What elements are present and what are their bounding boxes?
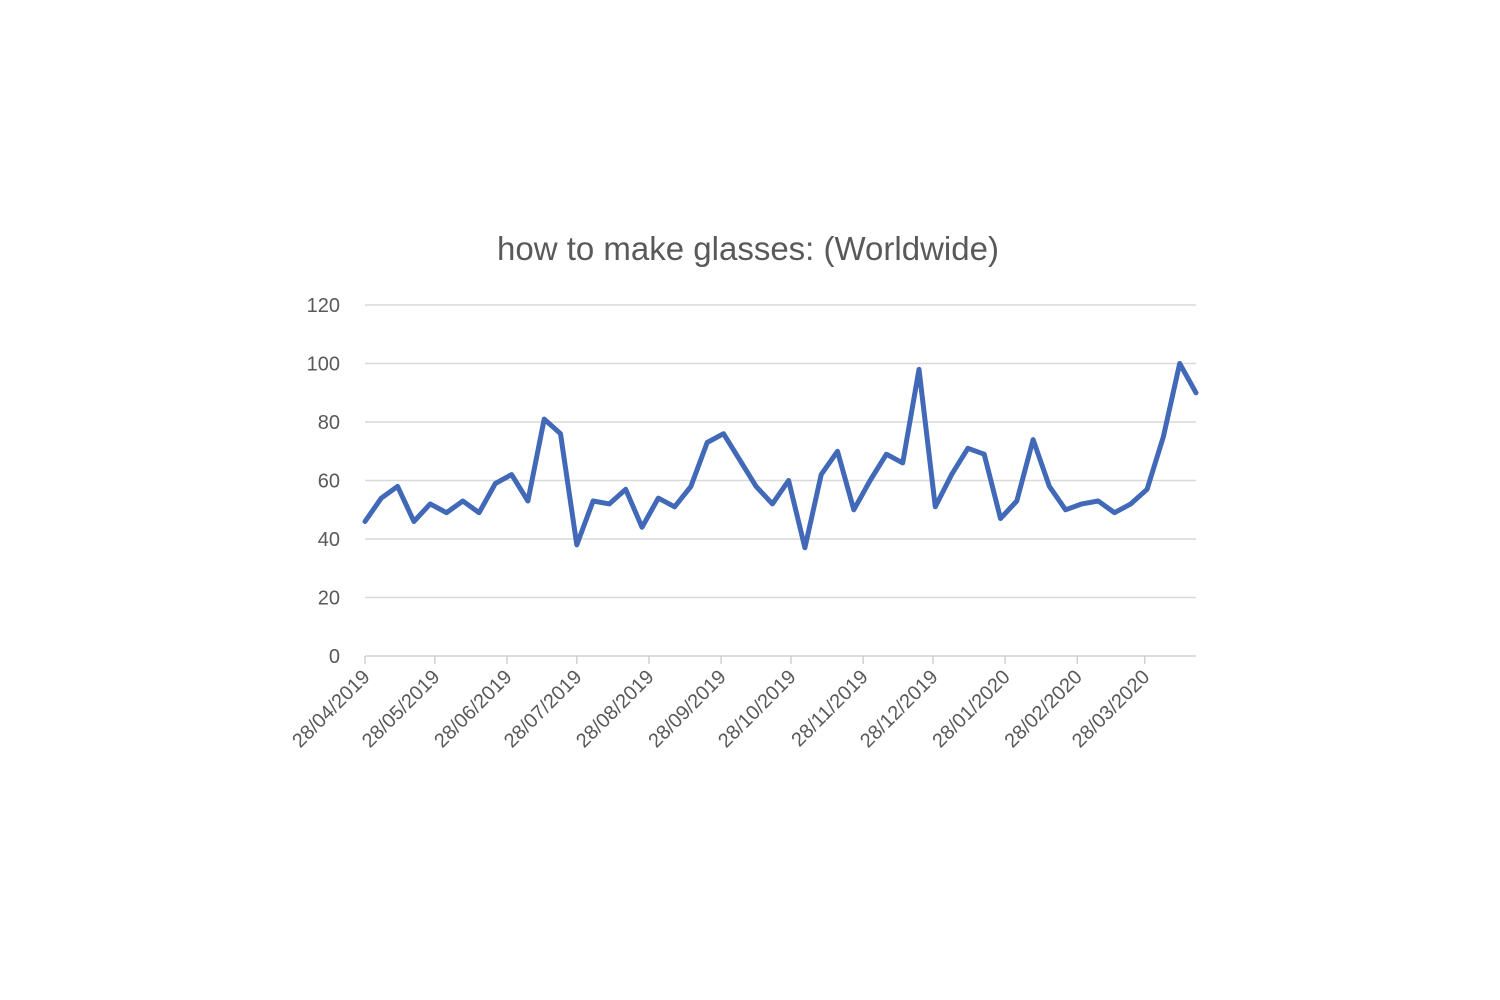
y-tick-label: 120 [307, 295, 340, 317]
y-tick-label: 100 [307, 354, 340, 376]
y-tick-label: 80 [318, 412, 340, 434]
y-tick-label: 60 [318, 471, 340, 493]
x-axis-ticks: 28/04/201928/05/201928/06/201928/07/2019… [288, 656, 1154, 752]
data-points [364, 363, 1197, 548]
y-tick-label: 20 [318, 588, 340, 610]
series-line [362, 361, 1199, 551]
gridlines [365, 304, 1196, 599]
y-tick-label: 0 [329, 646, 340, 668]
y-tick-label: 40 [318, 529, 340, 551]
chart-title: how to make glasses: (Worldwide) [497, 230, 999, 267]
y-axis-ticks: 0 20 40 60 80 100 120 [307, 295, 340, 668]
